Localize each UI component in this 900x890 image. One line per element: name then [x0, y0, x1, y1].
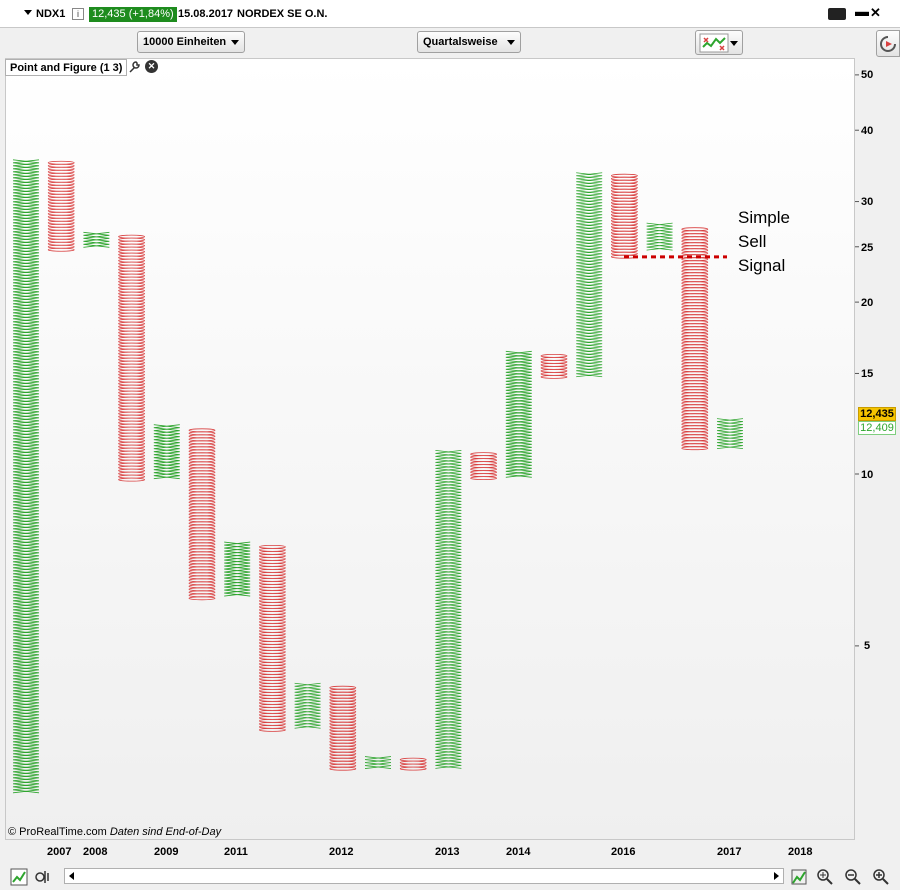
- x-tick-label: 2012: [329, 846, 354, 858]
- refresh-icon[interactable]: [876, 30, 900, 57]
- x-column: [505, 350, 532, 478]
- x-column: [294, 682, 321, 729]
- y-tick-label: 40: [861, 125, 874, 137]
- title-bar: NDX1 i 12,435 (+1,84%) 15.08.2017 NORDEX…: [0, 0, 900, 28]
- keyboard-icon[interactable]: [828, 8, 846, 20]
- y-tick-label: 5: [864, 640, 871, 652]
- x-tick-label: 2018: [788, 846, 813, 858]
- period-dropdown[interactable]: Quartalsweise: [417, 31, 521, 53]
- x-tick-label: 2017: [717, 846, 742, 858]
- o-column: [540, 353, 568, 379]
- chart-type-button[interactable]: [695, 30, 743, 55]
- last-price-label: 12,409: [858, 421, 896, 435]
- y-tick-label: 10: [861, 469, 874, 481]
- price-change-badge: 12,435 (+1,84%): [89, 7, 177, 22]
- minimize-icon[interactable]: ▬: [855, 3, 869, 19]
- pf-chart-icon: [699, 33, 729, 53]
- box-size-value: 10000 Einheiten: [143, 36, 227, 48]
- x-tick-label: 2014: [506, 846, 531, 858]
- x-column: [576, 172, 603, 378]
- chevron-down-icon: [231, 40, 239, 45]
- x-column: [153, 424, 180, 480]
- x-column: [435, 449, 462, 769]
- x-tick-label: 2016: [611, 846, 636, 858]
- chart-toolbar: 10000 Einheiten Quartalsweise: [0, 28, 900, 58]
- wrench-icon[interactable]: [127, 60, 141, 74]
- box-size-dropdown[interactable]: 10000 Einheiten: [137, 31, 245, 53]
- indicator-label[interactable]: Point and Figure (1 3): [5, 59, 128, 76]
- o-column: [47, 160, 75, 252]
- zoom-fit-icon[interactable]: [816, 868, 834, 886]
- o-column: [681, 227, 709, 451]
- x-tick-label: 2009: [154, 846, 179, 858]
- period-value: Quartalsweise: [423, 36, 498, 48]
- settings-icon[interactable]: [34, 868, 52, 886]
- x-tick-label: 2008: [83, 846, 108, 858]
- close-window-icon[interactable]: ✕: [870, 5, 881, 20]
- chevron-down-icon: [507, 40, 515, 45]
- y-tick-label: 20: [861, 297, 874, 309]
- y-tick-label: 25: [861, 242, 874, 254]
- annotation-text: Sell: [738, 232, 767, 251]
- chart-overview-icon[interactable]: [10, 868, 28, 886]
- chevron-down-icon: [730, 41, 738, 46]
- o-column: [329, 685, 357, 771]
- o-column: [611, 173, 638, 259]
- x-tick-label: 2013: [435, 846, 460, 858]
- o-column: [118, 234, 146, 482]
- x-column: [646, 222, 673, 251]
- y-tick-label: 30: [861, 196, 874, 208]
- data-update-icon[interactable]: [790, 868, 808, 886]
- annotation-text: Signal: [738, 256, 786, 275]
- symbol-menu-arrow-icon[interactable]: [24, 10, 32, 15]
- x-column: [83, 231, 110, 248]
- x-column: [364, 756, 392, 769]
- close-indicator-icon[interactable]: ✕: [145, 60, 158, 73]
- bottom-toolbar: [0, 864, 900, 890]
- x-column: [224, 541, 251, 597]
- o-column: [188, 428, 216, 601]
- data-source-note: © ProRealTime.com Daten sind End-of-Day: [8, 826, 221, 839]
- copyright-text: © ProRealTime.com: [8, 826, 107, 838]
- zoom-in-icon[interactable]: [872, 868, 890, 886]
- o-column: [258, 544, 286, 732]
- y-tick-label: 50: [861, 69, 874, 81]
- o-column: [399, 757, 427, 771]
- zoom-out-icon[interactable]: [844, 868, 862, 886]
- o-column: [470, 452, 498, 481]
- scroll-left-icon[interactable]: [69, 872, 74, 880]
- x-column: [716, 418, 744, 450]
- instrument-name: NORDEX SE O.N.: [237, 8, 328, 20]
- x-tick-label: 2007: [47, 846, 72, 858]
- symbol-code[interactable]: NDX1: [36, 8, 66, 20]
- annotation-text: Simple: [738, 208, 790, 227]
- y-tick-label: 15: [861, 368, 874, 380]
- current-price-label: 12,435: [858, 407, 896, 421]
- eod-note: Daten sind End-of-Day: [109, 826, 222, 838]
- x-column: [12, 159, 40, 794]
- chart-area[interactable]: [5, 58, 855, 840]
- quote-date: 15.08.2017: [178, 8, 234, 20]
- info-icon[interactable]: i: [72, 8, 84, 20]
- x-tick-label: 2011: [224, 846, 248, 858]
- scroll-right-icon[interactable]: [774, 872, 779, 880]
- horizontal-scrollbar[interactable]: [64, 868, 784, 884]
